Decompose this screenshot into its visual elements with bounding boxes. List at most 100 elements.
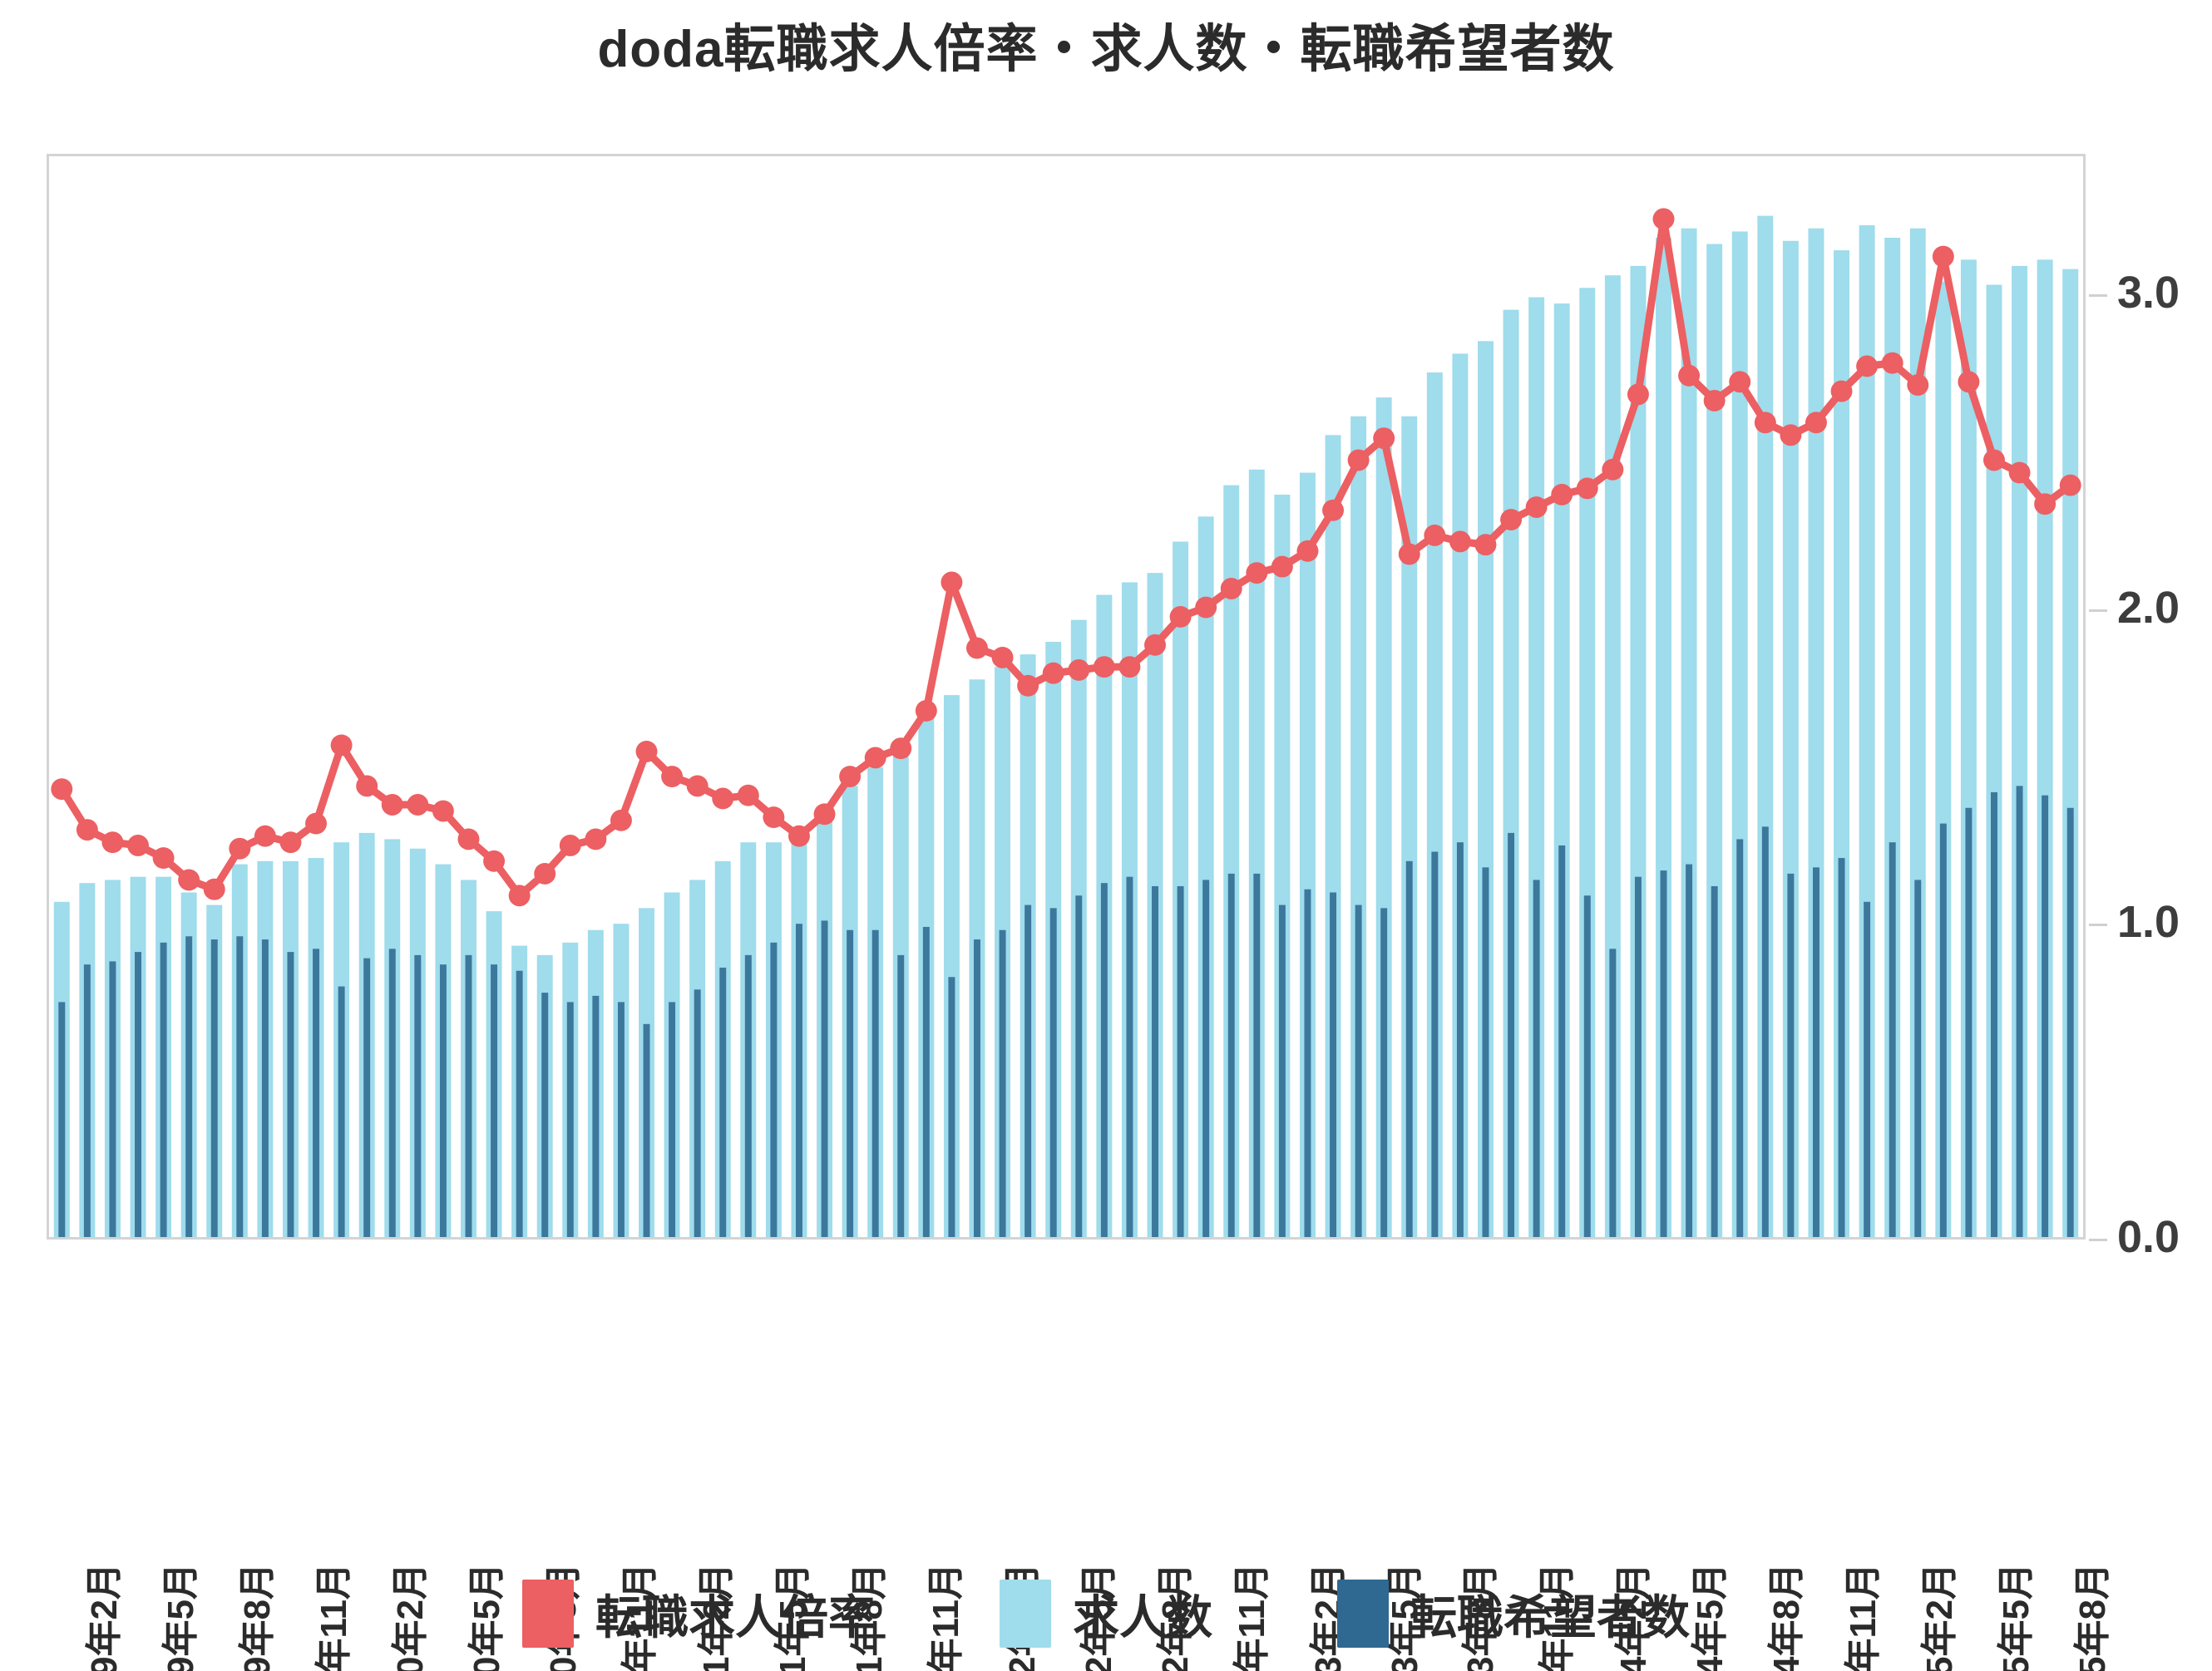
bar-seekers <box>388 949 396 1237</box>
bar-seekers <box>1711 885 1718 1237</box>
bar-seekers <box>135 952 141 1237</box>
bar-seekers <box>1686 864 1693 1237</box>
bar-seekers <box>1202 880 1210 1237</box>
legend: 転職求人倍率 求人数 転職希望者数 <box>0 1580 2212 1648</box>
plot-inner <box>49 156 2083 1238</box>
bar-seekers <box>109 961 116 1237</box>
bar-seekers <box>1100 883 1108 1237</box>
legend-label-1: 求人数 <box>1073 1590 1212 1644</box>
y-tick-mark <box>2089 1239 2107 1241</box>
bar-seekers <box>1991 791 1997 1237</box>
legend-label-0: 転職求人倍率 <box>595 1590 875 1644</box>
bars-layer <box>53 215 2079 1238</box>
bar-seekers <box>160 942 167 1237</box>
bar-seekers <box>1736 839 1744 1237</box>
bar-seekers <box>1278 905 1286 1237</box>
bar-seekers <box>1330 892 1337 1237</box>
bar-seekers <box>1049 908 1057 1237</box>
plot-area <box>47 154 2086 1240</box>
legend-item-0[interactable]: 転職求人倍率 <box>522 1580 875 1648</box>
bar-seekers <box>2042 795 2049 1237</box>
bar-seekers <box>1355 905 1362 1237</box>
bar-seekers <box>974 939 980 1237</box>
bar-seekers <box>669 1002 676 1237</box>
bar-seekers <box>1660 870 1667 1237</box>
bar-seekers <box>922 926 930 1237</box>
bar-seekers <box>1889 842 1896 1237</box>
legend-swatch-2 <box>1337 1580 1389 1648</box>
legend-item-1[interactable]: 求人数 <box>1000 1580 1212 1648</box>
bar-seekers <box>694 989 701 1237</box>
legend-label-2: 転職希望者数 <box>1410 1590 1690 1644</box>
bar-seekers <box>592 995 600 1237</box>
bar-seekers <box>1533 880 1540 1237</box>
bar-seekers <box>643 1023 650 1237</box>
y-tick-mark <box>2089 924 2107 927</box>
bar-seekers <box>1025 905 1032 1237</box>
y-tick-label: 1.0 <box>2117 897 2180 948</box>
bar-seekers <box>566 1002 574 1237</box>
y-tick-label: 2.0 <box>2117 582 2180 633</box>
bar-seekers <box>821 920 828 1237</box>
bar-seekers <box>1583 895 1591 1237</box>
bar-seekers <box>58 1002 66 1237</box>
bar-seekers <box>1304 889 1311 1237</box>
bar-seekers <box>617 1002 625 1237</box>
bar-seekers <box>1380 908 1388 1237</box>
page-title: doda転職求人倍率・求人数・転職希望者数 <box>597 21 1615 78</box>
bar-seekers <box>948 977 955 1237</box>
bar-seekers <box>1965 807 1973 1237</box>
bar-seekers <box>871 929 879 1237</box>
bar-seekers <box>795 924 802 1237</box>
bar-seekers <box>2016 786 2023 1237</box>
bar-seekers <box>1609 949 1617 1237</box>
legend-swatch-0 <box>522 1580 574 1648</box>
bar-seekers <box>1864 901 1871 1237</box>
bar-seekers <box>414 954 422 1237</box>
bar-seekers <box>313 949 320 1237</box>
bar-seekers <box>719 967 727 1237</box>
y-tick-mark <box>2089 609 2107 612</box>
bar-seekers <box>210 939 218 1237</box>
bar-seekers <box>439 964 447 1237</box>
bar-seekers <box>1253 873 1261 1237</box>
bar-seekers <box>1456 842 1464 1237</box>
bar-seekers <box>897 954 905 1237</box>
bar-seekers <box>1939 823 1947 1237</box>
legend-item-2[interactable]: 転職希望者数 <box>1337 1580 1690 1648</box>
bar-seekers <box>83 964 91 1237</box>
x-axis: 2019年2月 2019年5月 2019年8月 2019年11月 2020年2月 2020… <box>47 1247 2113 1671</box>
bar-seekers <box>465 954 472 1237</box>
bar-seekers <box>1177 885 1184 1237</box>
bar-seekers <box>744 954 752 1237</box>
bar-seekers <box>491 964 498 1237</box>
bar-seekers <box>2066 807 2074 1237</box>
bar-seekers <box>1761 826 1769 1237</box>
bar-seekers <box>1914 880 1922 1237</box>
bar-seekers <box>1431 851 1439 1237</box>
bar-seekers <box>338 986 345 1237</box>
bar-seekers <box>770 942 778 1237</box>
bar-seekers <box>1227 873 1235 1237</box>
bar-seekers <box>516 970 523 1237</box>
bar-seekers <box>847 929 854 1237</box>
bar-seekers <box>1075 895 1083 1237</box>
bar-seekers <box>1126 876 1133 1237</box>
y-tick-label: 3.0 <box>2117 268 2180 318</box>
bar-seekers <box>261 939 269 1237</box>
legend-swatch-1 <box>1000 1580 1051 1648</box>
bar-seekers <box>1634 876 1642 1237</box>
bar-seekers <box>1812 867 1819 1237</box>
y-tick-mark <box>2089 294 2107 298</box>
bar-seekers <box>1558 845 1566 1237</box>
bar-seekers <box>363 958 371 1237</box>
bar-seekers <box>1405 860 1413 1237</box>
y-tick-label: 0.0 <box>2117 1212 2180 1262</box>
bar-seekers <box>1508 832 1515 1237</box>
bar-seekers <box>1838 858 1845 1237</box>
bar-seekers <box>236 936 244 1237</box>
bar-seekers <box>1787 873 1795 1237</box>
bar-seekers <box>185 936 193 1237</box>
bar-seekers <box>541 993 549 1237</box>
